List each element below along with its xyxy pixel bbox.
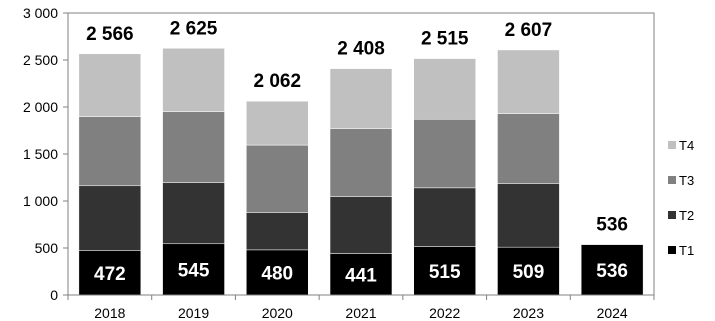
y-tick-label: 0 [50, 287, 58, 303]
total-value-label: 2 062 [254, 71, 302, 92]
bar-segment-t4 [497, 49, 560, 114]
y-tick-label: 2 000 [23, 99, 58, 115]
bar-segment-t4 [78, 53, 142, 117]
bar-segment-t3 [497, 113, 560, 184]
x-tick-label: 2019 [178, 305, 209, 321]
t1-value-label: 515 [429, 262, 461, 283]
x-tick-label: 2023 [513, 305, 544, 321]
t1-value-label: 441 [345, 265, 377, 286]
bar-segment-t4 [162, 48, 225, 112]
bar-segment-t1 [246, 249, 309, 296]
legend-label-t1: T1 [679, 243, 694, 258]
y-axis: 0 500 1 000 1 500 2 000 2 500 3 000 [23, 5, 69, 303]
y-tick-label: 1 500 [23, 146, 58, 162]
total-value-label: 2 566 [86, 24, 134, 45]
bar-segment-t3 [78, 116, 142, 187]
y-tick-label: 3 000 [23, 5, 58, 21]
bar-segment-t3 [246, 144, 309, 214]
total-value-label: 2 408 [337, 39, 385, 60]
legend-swatch-t1 [668, 246, 676, 254]
x-axis: 2018 2019 2020 2021 2022 2023 2024 [67, 294, 655, 321]
bar-segment-t1 [413, 246, 476, 296]
bar-segment-t2 [329, 196, 393, 254]
legend-swatch-t3 [668, 176, 676, 184]
y-tick-label: 1 000 [23, 193, 58, 209]
bar-segment-t2 [497, 183, 560, 248]
bar-segment-t4 [413, 58, 476, 120]
bar-segment-t3 [413, 118, 476, 189]
data-labels: 472 2 566 545 2 625 480 2 062 441 2 408 515 2 515… [86, 18, 628, 286]
bar-segment-t2 [246, 212, 309, 251]
bar-segment-t2 [413, 187, 476, 247]
bar-segment-t2 [162, 182, 225, 245]
x-tick-label: 2021 [345, 305, 376, 321]
total-value-label: 2 607 [505, 20, 553, 41]
bar-segment-t4 [329, 68, 393, 129]
t1-value-label: 509 [513, 262, 545, 283]
total-value-label: 536 [596, 215, 628, 236]
legend-swatch-t4 [668, 141, 676, 149]
bar-segment-t2 [78, 185, 142, 251]
x-tick-label: 2022 [429, 305, 460, 321]
bar-segment-t4 [246, 100, 309, 146]
total-value-label: 2 515 [421, 29, 469, 50]
y-tick-label: 2 500 [23, 52, 58, 68]
x-tick-label: 2024 [597, 305, 628, 321]
x-tick-label: 2020 [262, 305, 293, 321]
t1-value-label: 545 [178, 260, 210, 281]
legend: T4 T3 T2 T1 [668, 138, 694, 258]
x-tick-label: 2018 [94, 305, 125, 321]
bar-segment-t1 [580, 244, 644, 296]
bar-segment-t3 [329, 128, 393, 197]
legend-label-t2: T2 [679, 208, 694, 223]
t1-value-label: 480 [261, 263, 293, 284]
bar-segment-t1 [329, 253, 393, 296]
bars-group [78, 48, 644, 296]
legend-label-t4: T4 [679, 138, 694, 153]
bar-segment-t3 [162, 111, 225, 183]
t1-value-label: 536 [596, 261, 628, 282]
legend-label-t3: T3 [679, 173, 694, 188]
bar-segment-t1 [78, 250, 142, 296]
t1-value-label: 472 [94, 264, 126, 285]
total-value-label: 2 625 [170, 18, 218, 39]
legend-swatch-t2 [668, 211, 676, 219]
y-tick-label: 500 [35, 240, 59, 256]
